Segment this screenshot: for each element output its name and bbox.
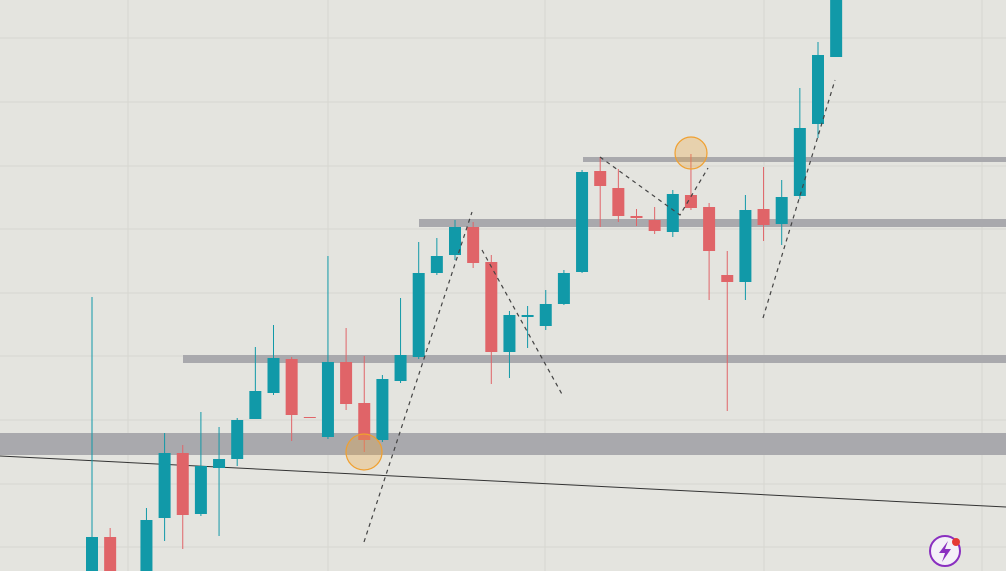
candle-body [285,359,298,415]
candle-body [793,128,806,196]
candle-body [430,256,443,273]
candle-body [249,391,262,419]
candle-body [176,453,189,515]
trend-dash [599,156,709,216]
candle-body [521,315,534,317]
candle-body [412,273,425,357]
candle-body [449,227,461,255]
candle-body [158,453,171,518]
candle-body [721,275,734,282]
candle-body [231,420,244,459]
candle-body [703,207,716,251]
support-zone [0,433,1006,455]
candle-body [485,262,498,352]
candle-body [666,194,679,232]
trend-dash [363,211,473,543]
candle-body [684,195,697,208]
candle-body [358,403,371,440]
candle-body [557,273,570,304]
trend-dash [762,79,836,319]
quick-action-button[interactable] [929,535,961,567]
candle-body [321,362,334,437]
candle-body [757,209,770,225]
candle-body [303,417,316,418]
dashed-lines [363,79,836,543]
candle-body [104,537,117,571]
notification-dot [952,538,960,546]
vertical-grid [127,0,983,571]
highlight-circle [345,433,383,471]
candle-body [648,220,661,231]
lightning-icon [939,541,951,562]
candle-body [612,188,625,216]
candle-body [376,379,389,440]
candle-body [775,197,788,224]
candle-body [539,304,552,326]
trend-dash [481,249,564,397]
candle-body [213,459,226,468]
candle-body [739,210,752,282]
candle-body [194,466,207,514]
candle-body [630,216,643,218]
support-zone [183,355,1006,363]
candle-body [503,315,516,352]
candle-body [467,227,480,263]
candle-body [340,362,353,404]
candle-body [812,55,824,124]
candle-body [594,171,607,186]
highlight-circle [674,136,708,170]
candle-body [830,0,843,57]
candle-body [267,358,280,393]
candles [86,0,843,571]
candle-body [576,172,589,272]
candle-body [394,355,407,381]
candle-body [140,520,153,571]
candle-body [86,537,98,571]
